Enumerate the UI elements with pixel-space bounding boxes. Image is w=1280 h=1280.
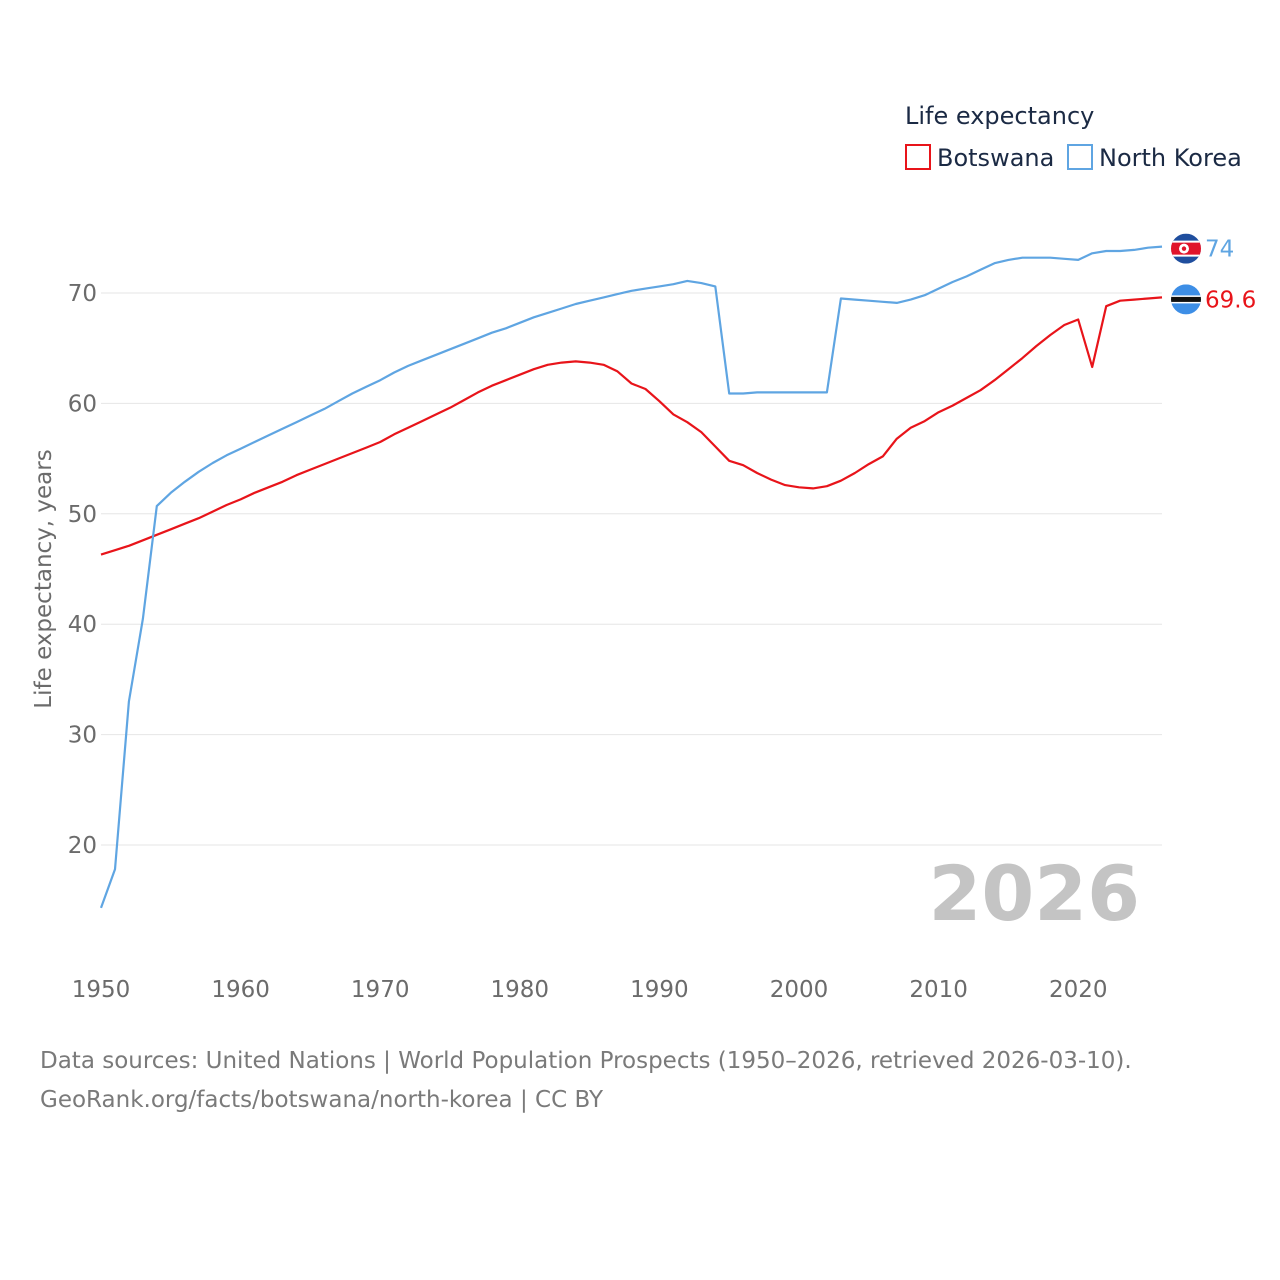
x-tick-label-1960: 1960 bbox=[211, 977, 270, 1003]
series-line-botswana[interactable] bbox=[100, 296, 1163, 556]
x-tick-label-1980: 1980 bbox=[491, 977, 550, 1003]
x-tick-label-2000: 2000 bbox=[770, 977, 829, 1003]
y-axis-title: Life expectancy, years bbox=[31, 449, 57, 708]
legend-item-north-korea[interactable]: North Korea bbox=[1067, 144, 1242, 172]
year-watermark: 2026 bbox=[928, 849, 1140, 938]
legend-item-botswana[interactable]: Botswana bbox=[905, 144, 1054, 172]
y-tick-label-20: 20 bbox=[68, 833, 97, 859]
legend-title: Life expectancy bbox=[905, 102, 1094, 130]
legend-swatch-north-korea bbox=[1067, 144, 1093, 170]
x-axis-ticks: 1950 1960 1970 1980 1990 2000 2010 2020 bbox=[72, 977, 1108, 1003]
y-tick-label-30: 30 bbox=[68, 723, 97, 749]
x-tick-label-1950: 1950 bbox=[72, 977, 131, 1003]
end-value-label-north-korea: 74 bbox=[1205, 237, 1234, 263]
legend-label-north-korea: North Korea bbox=[1099, 144, 1242, 172]
legend: Life expectancy Botswana North Korea bbox=[905, 102, 1242, 172]
y-tick-label-40: 40 bbox=[68, 612, 97, 638]
x-tick-label-1970: 1970 bbox=[351, 977, 410, 1003]
series-lines bbox=[99, 245, 1163, 909]
x-tick-label-2010: 2010 bbox=[909, 977, 968, 1003]
legend-label-botswana: Botswana bbox=[937, 144, 1054, 172]
x-tick-label-1990: 1990 bbox=[630, 977, 689, 1003]
y-axis-ticks: 20 30 40 50 60 70 bbox=[68, 281, 97, 859]
life-expectancy-chart: 20 30 40 50 60 70 1950 1960 1970 1980 1990 2000 201… bbox=[31, 102, 1256, 1003]
y-tick-label-60: 60 bbox=[68, 391, 97, 417]
series-line-north-korea[interactable] bbox=[99, 245, 1163, 909]
y-tick-label-70: 70 bbox=[68, 281, 97, 307]
footer-sources: Data sources: United Nations | World Pop… bbox=[40, 1048, 1132, 1074]
end-value-label-botswana: 69.6 bbox=[1205, 287, 1256, 313]
north-korea-flag-icon bbox=[1171, 233, 1201, 264]
footer-attribution-link[interactable]: GeoRank.org/facts/botswana/north-korea |… bbox=[40, 1087, 604, 1113]
series-end-markers: 69.6 74 bbox=[1171, 233, 1256, 315]
data-source-footer: Data sources: United Nations | World Pop… bbox=[40, 1042, 1132, 1120]
gridlines bbox=[101, 292, 1162, 846]
botswana-flag-icon bbox=[1171, 284, 1201, 315]
x-tick-label-2020: 2020 bbox=[1049, 977, 1108, 1003]
legend-swatch-botswana bbox=[905, 144, 931, 170]
y-tick-label-50: 50 bbox=[68, 502, 97, 528]
